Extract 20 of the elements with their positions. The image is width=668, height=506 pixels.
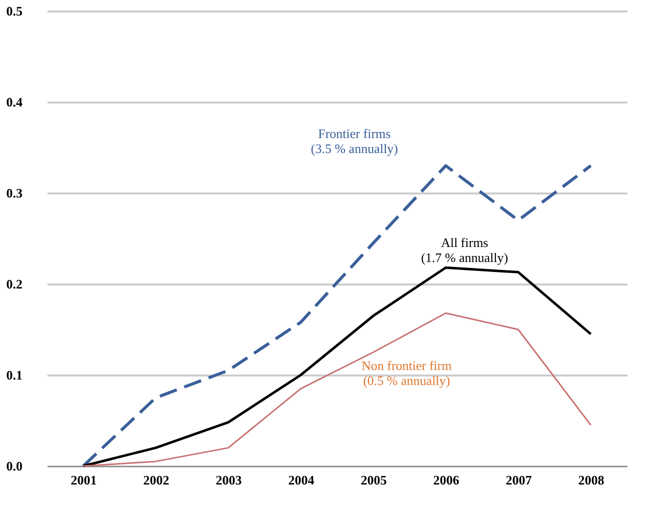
y-tick-label: 0.3 [6,186,23,200]
annotation: All firms (1.7 % annually) [421,235,508,266]
x-tick-label: 2003 [216,472,242,488]
annotation: Non frontier firm (0.5 % annually) [361,358,452,388]
x-tick-label: 2001 [70,472,97,488]
line-series [82,312,592,467]
y-tick-label: 0.0 [6,458,22,474]
y-tick-label: 0.4 [6,94,23,110]
x-tick-label: 2008 [578,472,605,488]
annotation: Frontier firms (3.5 % annually) [310,126,398,156]
x-tick-label: 2006 [433,472,460,488]
line-series [82,266,592,468]
x-tick-label: 2004 [288,472,315,488]
x-tick-label: 2007 [506,472,532,488]
y-tick-label: 0.1 [6,368,22,382]
y-tick-label: 0.5 [6,4,23,18]
x-tick-label: 2002 [143,472,170,488]
y-tick-label: 0.2 [6,276,22,292]
line-series [82,164,592,468]
x-tick-label: 2005 [360,472,388,488]
